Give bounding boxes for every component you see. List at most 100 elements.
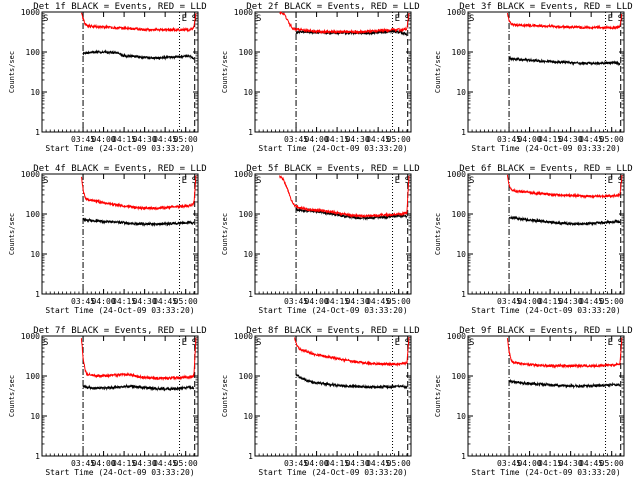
y-tick-label: 1000	[447, 170, 466, 179]
x-tick-label: 05:00	[387, 459, 411, 468]
x-tick-label: 04:00	[518, 297, 542, 306]
x-tick-label: 04:15	[538, 297, 562, 306]
marker-label-s: S	[43, 14, 48, 24]
series-line-red	[80, 12, 197, 33]
x-tick-label: 04:30	[559, 135, 583, 144]
x-tick-label: 04:00	[305, 459, 329, 468]
plot-title: Det 9f BLACK = Events, RED = LLD	[459, 326, 632, 336]
marker-label-e: E	[182, 14, 187, 24]
x-tick-label: 04:00	[518, 459, 542, 468]
x-tick-label: 04:15	[112, 297, 136, 306]
detector-panel-4: Det 4f BLACK = Events, RED = LLD 1 10 100 10…	[8, 164, 207, 315]
plot-frame	[467, 173, 625, 295]
marker-label-e: E	[608, 338, 613, 348]
y-axis-label: Counts/sec	[221, 213, 229, 255]
marker-label-s: S	[192, 338, 197, 348]
marker-label-e: E	[608, 14, 613, 24]
plot-frame	[41, 173, 199, 295]
series-line-red	[279, 175, 410, 219]
marker-label-s: S	[405, 338, 410, 348]
x-tick-label: 04:30	[133, 135, 157, 144]
series-line-red	[506, 174, 623, 200]
x-tick-label: 04:30	[346, 297, 370, 306]
x-tick-label: 04:15	[112, 135, 136, 144]
y-tick-label: 100	[26, 210, 41, 219]
x-tick-label: 04:45	[579, 459, 603, 468]
y-tick-label: 1	[461, 128, 466, 137]
plot-frame	[467, 335, 625, 457]
x-tick-label: 04:45	[153, 459, 177, 468]
marker-label-s: S	[618, 14, 623, 24]
detector-panel-6: Det 6f BLACK = Events, RED = LLD 1 10 100 10…	[434, 164, 633, 315]
detector-panel-9: Det 9f BLACK = Events, RED = LLD 1 10 100 10…	[434, 326, 633, 477]
plot-title: Det 5f BLACK = Events, RED = LLD	[246, 164, 419, 174]
plot-title: Det 6f BLACK = Events, RED = LLD	[459, 164, 632, 174]
series-line-black	[508, 378, 621, 390]
y-tick-label: 1000	[21, 332, 40, 341]
series-line-red	[279, 11, 410, 35]
y-tick-label: 1000	[234, 170, 253, 179]
marker-label-s: S	[405, 176, 410, 186]
x-tick-label: 04:30	[559, 297, 583, 306]
x-tick-label: 04:15	[538, 459, 562, 468]
x-tick-label: 03:45	[497, 459, 521, 468]
y-tick-label: 100	[26, 372, 41, 381]
y-tick-label: 1	[248, 452, 253, 461]
y-tick-label: 1000	[447, 332, 466, 341]
x-tick-label: 04:00	[92, 297, 116, 306]
x-axis-label: Start Time (24-Oct-09 03:33:20)	[45, 306, 194, 315]
x-tick-label: 03:45	[71, 459, 95, 468]
marker-label-e: E	[182, 338, 187, 348]
x-tick-label: 04:15	[325, 297, 349, 306]
x-tick-label: 04:45	[153, 135, 177, 144]
marker-label-e: E	[395, 338, 400, 348]
x-tick-label: 04:15	[325, 135, 349, 144]
x-axis-label: Start Time (24-Oct-09 03:33:20)	[258, 306, 407, 315]
y-tick-label: 100	[26, 48, 41, 57]
marker-label-e: E	[182, 176, 187, 186]
y-tick-label: 100	[452, 48, 467, 57]
marker-label-e: E	[395, 14, 400, 24]
x-tick-label: 04:45	[579, 135, 603, 144]
y-axis-label: Counts/sec	[221, 51, 229, 93]
x-tick-label: 05:00	[600, 297, 624, 306]
y-axis-label: Counts/sec	[8, 51, 16, 93]
y-tick-label: 1	[35, 128, 40, 137]
x-tick-label: 05:00	[387, 297, 411, 306]
y-tick-label: 1000	[234, 8, 253, 17]
y-axis-label: Counts/sec	[221, 375, 229, 417]
y-tick-label: 100	[239, 48, 254, 57]
marker-label-s: S	[469, 338, 474, 348]
series-line-black	[82, 383, 195, 392]
x-tick-label: 05:00	[174, 135, 198, 144]
y-tick-label: 100	[452, 372, 467, 381]
plot-frame	[467, 11, 625, 133]
y-tick-label: 10	[243, 412, 253, 421]
x-tick-label: 03:45	[71, 135, 95, 144]
x-tick-label: 04:00	[305, 297, 329, 306]
y-tick-label: 1000	[234, 332, 253, 341]
plot-frame	[254, 335, 412, 457]
plot-title: Det 2f BLACK = Events, RED = LLD	[246, 2, 419, 12]
y-axis-label: Counts/sec	[434, 51, 442, 93]
marker-label-s: S	[469, 176, 474, 186]
x-tick-label: 05:00	[600, 459, 624, 468]
series-line-red	[80, 175, 197, 211]
y-tick-label: 1	[35, 452, 40, 461]
x-tick-label: 04:15	[538, 135, 562, 144]
y-axis-label: Counts/sec	[8, 213, 16, 255]
y-tick-label: 1	[248, 128, 253, 137]
plot-title: Det 4f BLACK = Events, RED = LLD	[33, 164, 206, 174]
y-tick-label: 100	[452, 210, 467, 219]
detector-panel-2: Det 2f BLACK = Events, RED = LLD 1 10 100 10…	[221, 2, 420, 153]
x-axis-label: Start Time (24-Oct-09 03:33:20)	[258, 468, 407, 477]
series-line-black	[82, 217, 195, 228]
x-axis-label: Start Time (24-Oct-09 03:33:20)	[471, 144, 620, 153]
y-tick-label: 100	[239, 372, 254, 381]
x-tick-label: 04:45	[366, 297, 390, 306]
x-tick-label: 04:45	[366, 135, 390, 144]
x-tick-label: 03:45	[284, 459, 308, 468]
x-axis-label: Start Time (24-Oct-09 03:33:20)	[471, 306, 620, 315]
marker-label-e: E	[395, 176, 400, 186]
x-tick-label: 04:15	[325, 459, 349, 468]
